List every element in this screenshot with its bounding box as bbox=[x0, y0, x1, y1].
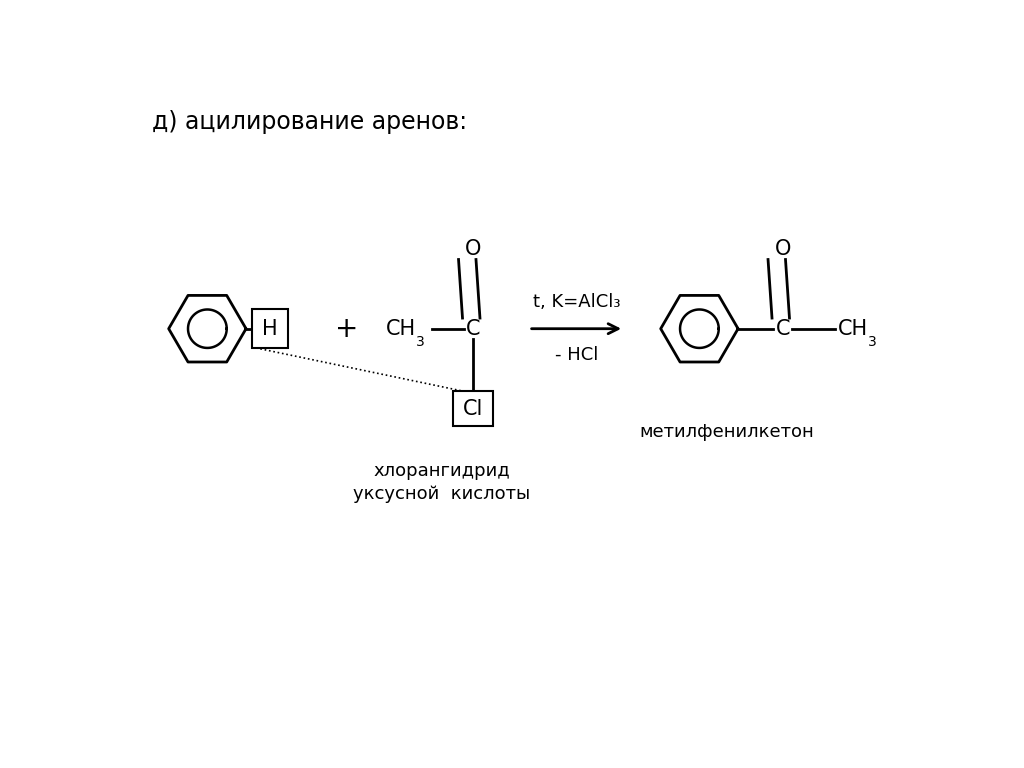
Text: O: O bbox=[465, 239, 481, 259]
Text: t, K=AlCl₃: t, K=AlCl₃ bbox=[532, 293, 621, 311]
FancyBboxPatch shape bbox=[454, 391, 494, 426]
Text: CH: CH bbox=[386, 319, 416, 339]
Text: Cl: Cl bbox=[463, 399, 483, 419]
Text: H: H bbox=[262, 319, 279, 339]
Text: 3: 3 bbox=[868, 335, 878, 349]
Text: метилфенилкетон: метилфенилкетон bbox=[640, 423, 814, 442]
Text: C: C bbox=[466, 319, 480, 339]
Text: д) ацилирование аренов:: д) ацилирование аренов: bbox=[152, 110, 467, 134]
Text: CH: CH bbox=[839, 319, 868, 339]
Text: +: + bbox=[335, 315, 358, 343]
Text: хлорангидрид
уксусной  кислоты: хлорангидрид уксусной кислоты bbox=[353, 462, 530, 503]
Text: 3: 3 bbox=[416, 335, 425, 349]
FancyBboxPatch shape bbox=[252, 310, 288, 348]
Text: - HCl: - HCl bbox=[555, 346, 598, 364]
Text: O: O bbox=[774, 239, 791, 259]
Text: C: C bbox=[775, 319, 790, 339]
